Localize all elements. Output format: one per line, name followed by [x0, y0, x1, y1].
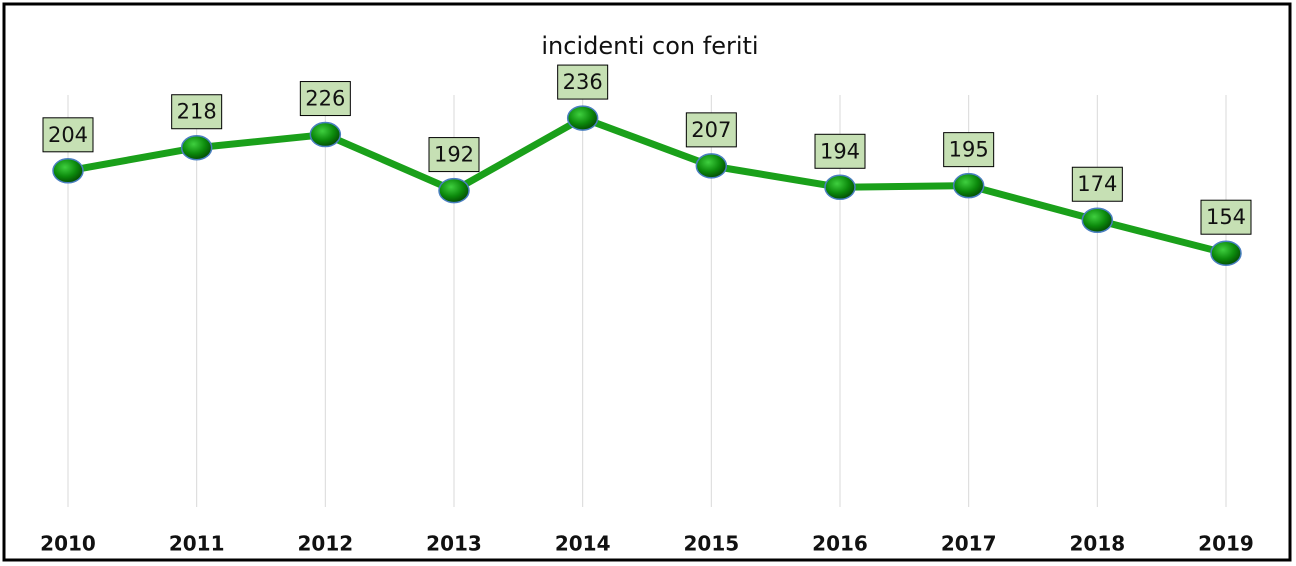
data-label: 154 [1206, 205, 1246, 229]
data-label-box [428, 137, 480, 173]
x-tick-label: 2010 [40, 532, 96, 556]
data-label: 226 [305, 87, 345, 111]
data-label-box [1200, 199, 1252, 235]
data-label: 192 [434, 143, 474, 167]
data-label-box [299, 81, 351, 117]
data-label-box [814, 133, 866, 169]
x-tick-label: 2012 [297, 532, 353, 556]
marker [824, 174, 856, 201]
line [67, 114, 1227, 257]
marker [309, 121, 342, 148]
marker [952, 172, 985, 199]
data-label: 174 [1077, 172, 1117, 196]
x-tick-label: 2015 [683, 532, 739, 556]
chart-title: incidenti con feriti [541, 32, 758, 60]
data-label-box [171, 94, 223, 130]
x-tick-label: 2019 [1198, 532, 1254, 556]
x-tick-label: 2016 [812, 532, 868, 556]
data-label-box [1071, 166, 1123, 202]
x-tick-label: 2014 [555, 532, 611, 556]
x-tick-label: 2018 [1069, 532, 1125, 556]
marker [180, 134, 213, 161]
marker [438, 177, 470, 204]
data-label: 204 [48, 123, 88, 147]
data-label-box [42, 117, 94, 153]
data-label: 207 [691, 118, 731, 142]
x-tick-label: 2013 [426, 532, 482, 556]
marker [52, 158, 84, 184]
marker [1210, 240, 1242, 266]
data-label-box [943, 132, 995, 168]
marker [1081, 207, 1114, 233]
data-label: 218 [177, 100, 217, 124]
marker [566, 105, 599, 131]
marker [695, 153, 728, 179]
x-tick-label: 2017 [941, 532, 997, 556]
data-label: 194 [820, 139, 860, 163]
data-label: 236 [563, 70, 603, 94]
data-label-box [685, 112, 737, 148]
x-tick-label: 2011 [169, 532, 225, 556]
data-label-box [557, 64, 609, 100]
data-label: 195 [949, 138, 989, 162]
